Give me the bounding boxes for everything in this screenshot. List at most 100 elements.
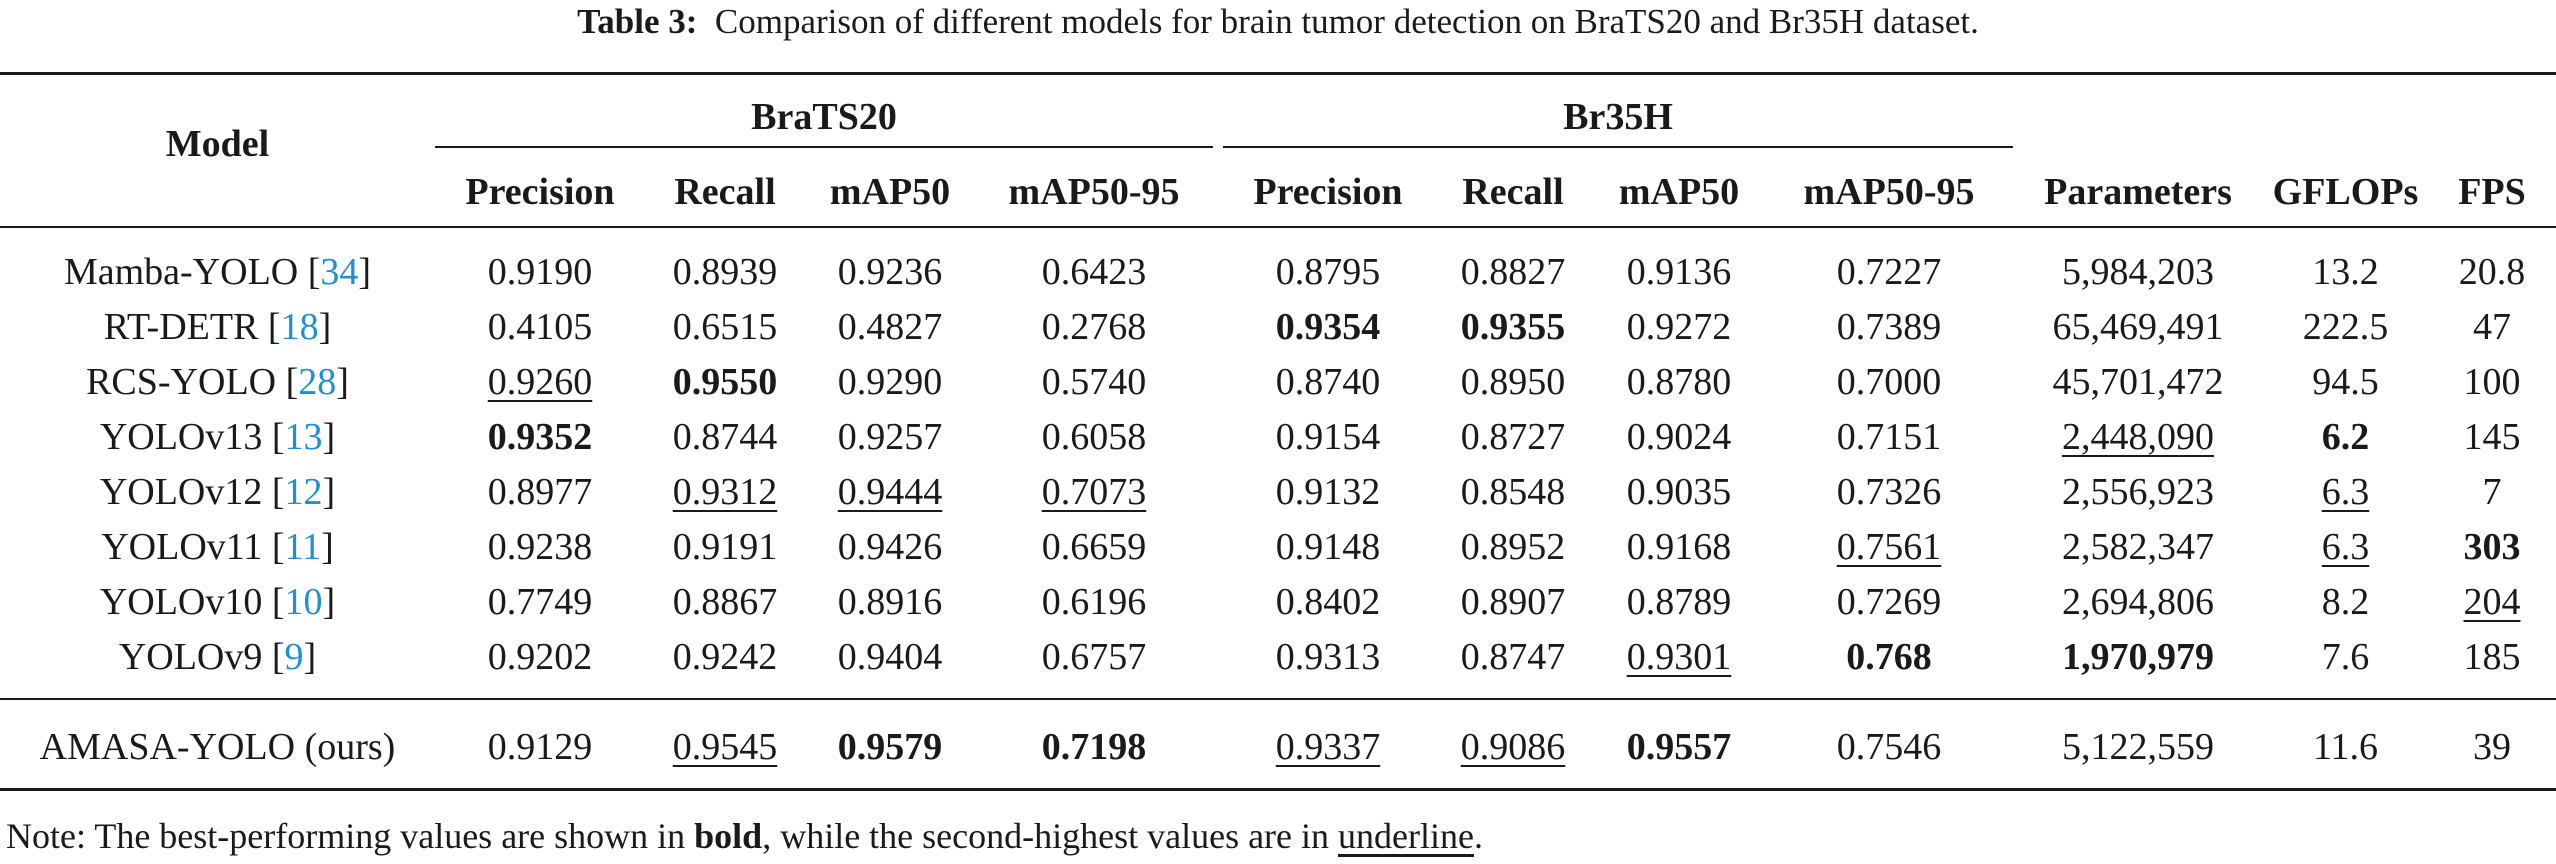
model-name: YOLOv11 [ [101,526,285,568]
table-cell-brats-recall: 0.8867 [645,573,805,631]
note-prefix: Note: The best-performing values are sho… [6,816,695,856]
table-cell-brats-precision: 0.9202 [435,628,645,686]
cell-value: 0.6515 [672,306,778,348]
table-cell-fps: 100 [2428,353,2556,411]
cell-value: 0.6423 [1041,251,1147,293]
model-name: AMASA-YOLO (ours) [39,726,396,768]
header-rule [0,226,2556,228]
table-cell-fps: 20.8 [2428,243,2556,301]
cell-value: 0.9257 [837,416,943,458]
cell-value: 0.6058 [1041,416,1147,458]
cell-value: 0.8907 [1460,581,1566,623]
cell-value: 5,984,203 [2062,251,2214,293]
cell-value: 0.8727 [1460,416,1566,458]
model-name-cell: YOLOv9 [9] [0,628,435,686]
cell-value: 47 [2473,306,2511,348]
cell-value: 0.7000 [1836,361,1942,403]
citation-ref: 12 [284,471,323,513]
table-cell-br35h-precision: 0.9337 [1223,718,1433,776]
table-cell-br35h-precision: 0.9313 [1223,628,1433,686]
cell-value: 8.2 [2321,581,2370,623]
table-cell-br35h-map50: 0.8789 [1593,573,1765,631]
model-name: RCS-YOLO [ [86,361,299,403]
table-cell-brats-map50-95: 0.5740 [975,353,1213,411]
table-cell-brats-precision: 0.7749 [435,573,645,631]
cell-value: 0.5740 [1041,361,1147,403]
table-cell-gflops: 13.2 [2263,243,2428,301]
br35h-group-rule [1223,146,2013,148]
table-cell-br35h-map50-95: 0.7326 [1765,463,2013,521]
cell-value: 65,469,491 [2052,306,2224,348]
cell-value: 11.6 [2312,726,2379,768]
table-cell-brats-map50-95: 0.7198 [975,718,1213,776]
model-name-cell: YOLOv13 [13] [0,408,435,466]
cell-value: 6.3 [2321,471,2370,513]
table-cell-gflops: 7.6 [2263,628,2428,686]
table-cell-br35h-recall: 0.8747 [1433,628,1593,686]
cell-value: 0.9190 [487,251,593,293]
cell-value: 2,448,090 [2062,416,2214,458]
cell-value: 0.9355 [1460,306,1566,348]
model-name: YOLOv10 [ [99,581,285,623]
table-cell-br35h-map50-95: 0.7151 [1765,408,2013,466]
cell-value: 0.9168 [1626,526,1732,568]
header-brats-precision: Precision [465,171,615,213]
table-cell-brats-recall: 0.8744 [645,408,805,466]
citation-close: ] [322,416,336,458]
cell-value: 0.8916 [837,581,943,623]
cell-value: 0.9354 [1275,306,1381,348]
cell-value: 0.768 [1846,636,1932,678]
cell-value: 0.8952 [1460,526,1566,568]
cell-value: 0.8939 [672,251,778,293]
cell-value: 0.8795 [1275,251,1381,293]
table-cell-brats-map50-95: 0.2768 [975,298,1213,356]
citation-ref: 18 [280,306,319,348]
header-gflops: GFLOPs [2272,171,2419,213]
brats-group-rule [435,146,1213,148]
citation-ref: 10 [284,581,323,623]
table-cell-br35h-precision: 0.9148 [1223,518,1433,576]
cell-value: 0.9154 [1275,416,1381,458]
cell-value: 0.8977 [487,471,593,513]
cell-value: 0.9301 [1626,636,1732,678]
table-cell-br35h-recall: 0.9086 [1433,718,1593,776]
cell-value: 0.7561 [1836,526,1942,568]
cell-value: 0.9550 [672,361,778,403]
table-cell-brats-map50: 0.9257 [805,408,975,466]
header-parameters: Parameters [2044,171,2232,213]
cell-value: 0.9312 [672,471,778,513]
table-cell-br35h-map50: 0.9168 [1593,518,1765,576]
model-name: YOLOv9 [ [118,636,285,678]
citation-close: ] [336,361,349,403]
cell-value: 39 [2473,726,2511,768]
citation-close: ] [318,306,332,348]
cell-value: 5,122,559 [2062,726,2214,768]
table-cell-brats-recall: 0.9191 [645,518,805,576]
table-cell-brats-recall: 0.9242 [645,628,805,686]
table-caption-label: Table 3: [577,2,698,41]
cell-value: 0.9426 [837,526,943,568]
table-cell-parameters: 1,970,979 [2013,628,2263,686]
citation-close: ] [358,251,372,293]
table-cell-brats-recall: 0.8939 [645,243,805,301]
table-cell-brats-precision: 0.9238 [435,518,645,576]
cell-value: 0.7389 [1836,306,1942,348]
cell-value: 0.9557 [1626,726,1732,768]
cell-value: 0.9238 [487,526,593,568]
cell-value: 0.8740 [1275,361,1381,403]
table-cell-brats-map50: 0.9579 [805,718,975,776]
cell-value: 0.8402 [1275,581,1381,623]
cell-value: 13.2 [2312,251,2379,293]
cell-value: 0.9148 [1275,526,1381,568]
table-cell-brats-map50: 0.9290 [805,353,975,411]
cell-value: 0.9035 [1626,471,1732,513]
cell-value: 6.2 [2321,416,2370,458]
table-cell-br35h-map50: 0.9301 [1593,628,1765,686]
cell-value: 0.7151 [1836,416,1942,458]
model-name: Mamba-YOLO [ [63,251,321,293]
cell-value: 6.3 [2321,526,2370,568]
table-cell-brats-precision: 0.9190 [435,243,645,301]
table-cell-br35h-map50: 0.9272 [1593,298,1765,356]
cell-value: 0.8789 [1626,581,1732,623]
table-cell-br35h-map50-95: 0.7389 [1765,298,2013,356]
